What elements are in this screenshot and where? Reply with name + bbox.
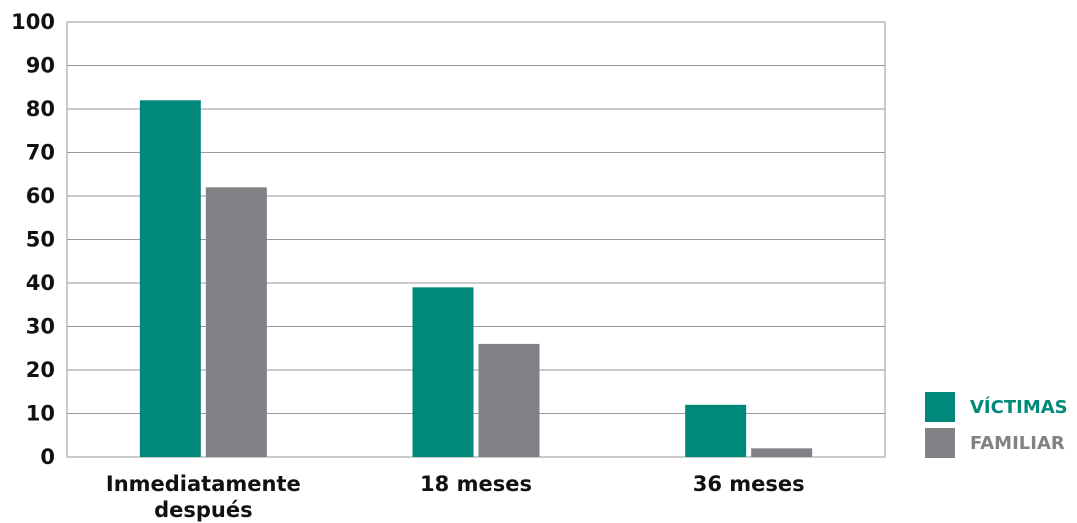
- y-tick-label: 80: [26, 97, 55, 121]
- legend-swatch-familiar: [925, 428, 955, 458]
- x-axis-categories: Inmediatamente después 18 meses 36 meses: [106, 472, 805, 522]
- y-tick-label: 50: [26, 228, 55, 252]
- x-category-label: Inmediatamente después: [106, 472, 301, 522]
- legend-item-familiar: FAMILIAR: [925, 428, 1068, 458]
- y-tick-label: 30: [26, 315, 55, 339]
- legend-label-victimas: VÍCTIMAS: [970, 396, 1068, 418]
- y-tick-label: 90: [26, 54, 55, 78]
- y-tick-label: 10: [26, 402, 55, 426]
- bar-familiar-0: [205, 187, 267, 458]
- y-tick-label: 40: [26, 271, 55, 295]
- legend-item-victimas: VÍCTIMAS: [925, 392, 1068, 422]
- legend-label-familiar: FAMILIAR: [970, 432, 1065, 454]
- bar-familiar-2: [751, 448, 813, 457]
- grid-lines: [67, 65, 885, 414]
- y-tick-label: 20: [26, 358, 55, 382]
- y-axis-ticks: 0 10 20 30 40 50 60 70 80 90 100: [11, 10, 55, 469]
- y-tick-label: 100: [11, 10, 55, 34]
- y-tick-label: 60: [26, 184, 55, 208]
- bar-victimas-1: [412, 287, 474, 457]
- y-tick-label: 70: [26, 141, 55, 165]
- x-category-label: 18 meses: [420, 472, 532, 496]
- bar-victimas-2: [685, 404, 747, 457]
- legend-swatch-victimas: [925, 392, 955, 422]
- bar-victimas-0: [139, 100, 201, 458]
- x-category-label: 36 meses: [693, 472, 805, 496]
- legend: VÍCTIMAS FAMILIAR: [925, 392, 1068, 464]
- bars: [139, 100, 813, 458]
- plot-frame: [66, 21, 886, 458]
- bar-familiar-1: [478, 343, 540, 457]
- y-tick-label: 0: [40, 445, 55, 469]
